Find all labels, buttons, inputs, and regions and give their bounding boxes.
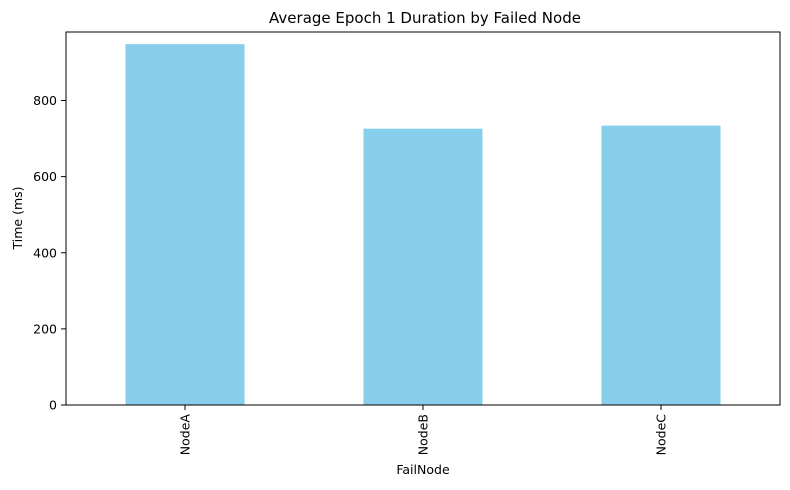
x-axis-ticks: NodeA NodeB NodeC: [178, 405, 669, 455]
x-tick-label: NodeA: [178, 414, 193, 456]
y-tick-label: 0: [49, 398, 57, 413]
y-axis-label: Time (ms): [10, 186, 25, 250]
x-tick-label: NodeC: [654, 414, 669, 456]
bar-nodea: [125, 44, 245, 405]
y-tick-label: 400: [33, 245, 57, 260]
x-axis-label: FailNode: [396, 462, 450, 477]
y-tick-label: 200: [33, 321, 57, 336]
bar-nodec: [601, 125, 721, 405]
y-tick-label: 600: [33, 169, 57, 184]
chart-title: Average Epoch 1 Duration by Failed Node: [269, 9, 581, 27]
plot-frame: [65, 31, 781, 406]
y-tick-label: 800: [33, 93, 57, 108]
y-axis-ticks: 0 200 400 600 800: [33, 93, 66, 413]
bar-nodeb: [363, 128, 483, 405]
bars-group: [125, 44, 721, 405]
x-tick-label: NodeB: [416, 414, 431, 455]
